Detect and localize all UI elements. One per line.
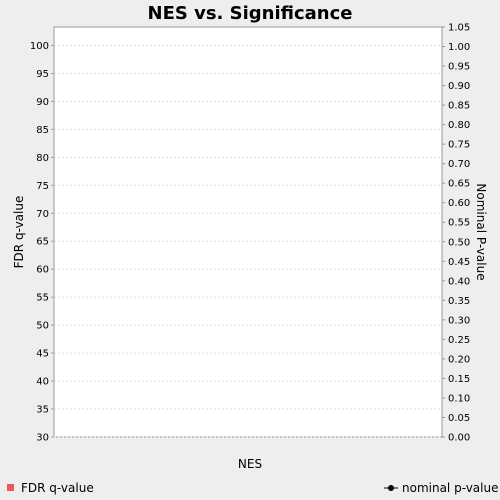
right-tick-label: 0.45 xyxy=(448,257,470,268)
left-tick-label: 70 xyxy=(36,209,49,220)
legend-pvalue: nominal p-value xyxy=(384,481,498,495)
left-tick-label: 30 xyxy=(36,433,49,444)
left-tick-label: 65 xyxy=(36,237,49,248)
right-tick-label: 0.05 xyxy=(448,413,470,424)
right-tick-label: 0.20 xyxy=(448,354,470,365)
chart-title: NES vs. Significance xyxy=(148,3,353,24)
right-tick-label: 1.00 xyxy=(448,42,470,53)
legend-pvalue-label: nominal p-value xyxy=(402,481,498,495)
right-tick-label: 0.75 xyxy=(448,140,470,151)
legend-fdr-marker xyxy=(7,484,14,491)
right-tick-label: 0.65 xyxy=(448,179,470,190)
left-tick-label: 45 xyxy=(36,349,49,360)
left-axis-label: FDR q-value xyxy=(12,196,26,269)
left-tick-label: 35 xyxy=(36,405,49,416)
left-tick-label: 100 xyxy=(30,41,49,52)
right-tick-label: 0.55 xyxy=(448,218,470,229)
legend-pvalue-marker xyxy=(388,485,394,491)
right-tick-label: 0.10 xyxy=(448,393,470,404)
legend-fdr: FDR q-value xyxy=(7,481,94,495)
right-axis-ticks: 0.00 0.05 0.10 0.15 0.20 0.25 0.30 0.35 0.40 0.45… xyxy=(442,23,470,444)
left-axis-ticks: 30 35 40 45 50 55 60 65 70 75 80 85 90 95 100 xyxy=(30,41,54,444)
left-tick-label: 85 xyxy=(36,125,49,136)
right-tick-label: 0.85 xyxy=(448,101,470,112)
left-tick-label: 95 xyxy=(36,69,49,80)
right-tick-label: 0.90 xyxy=(448,81,470,92)
right-tick-label: 0.15 xyxy=(448,374,470,385)
left-tick-label: 80 xyxy=(36,153,49,164)
left-tick-label: 60 xyxy=(36,265,49,276)
right-tick-label: 0.95 xyxy=(448,62,470,73)
x-axis-label: NES xyxy=(238,457,262,471)
left-tick-label: 90 xyxy=(36,97,49,108)
left-tick-label: 40 xyxy=(36,377,49,388)
plot-area xyxy=(53,26,443,438)
right-tick-label: 0.50 xyxy=(448,237,470,248)
right-tick-label: 0.40 xyxy=(448,276,470,287)
right-tick-label: 0.60 xyxy=(448,198,470,209)
right-tick-label: 0.35 xyxy=(448,296,470,307)
right-tick-label: 0.30 xyxy=(448,315,470,326)
right-tick-label: 0.00 xyxy=(448,433,470,444)
right-tick-label: 0.70 xyxy=(448,159,470,170)
left-tick-label: 55 xyxy=(36,293,49,304)
left-tick-label: 50 xyxy=(36,321,49,332)
right-tick-label: 0.80 xyxy=(448,120,470,131)
grid-lines xyxy=(54,44,442,438)
right-tick-label: 0.25 xyxy=(448,335,470,346)
right-axis-label: Nominal P-value xyxy=(474,183,488,280)
legend-fdr-label: FDR q-value xyxy=(21,481,94,495)
right-tick-label: 1.05 xyxy=(448,23,470,34)
left-tick-label: 75 xyxy=(36,181,49,192)
